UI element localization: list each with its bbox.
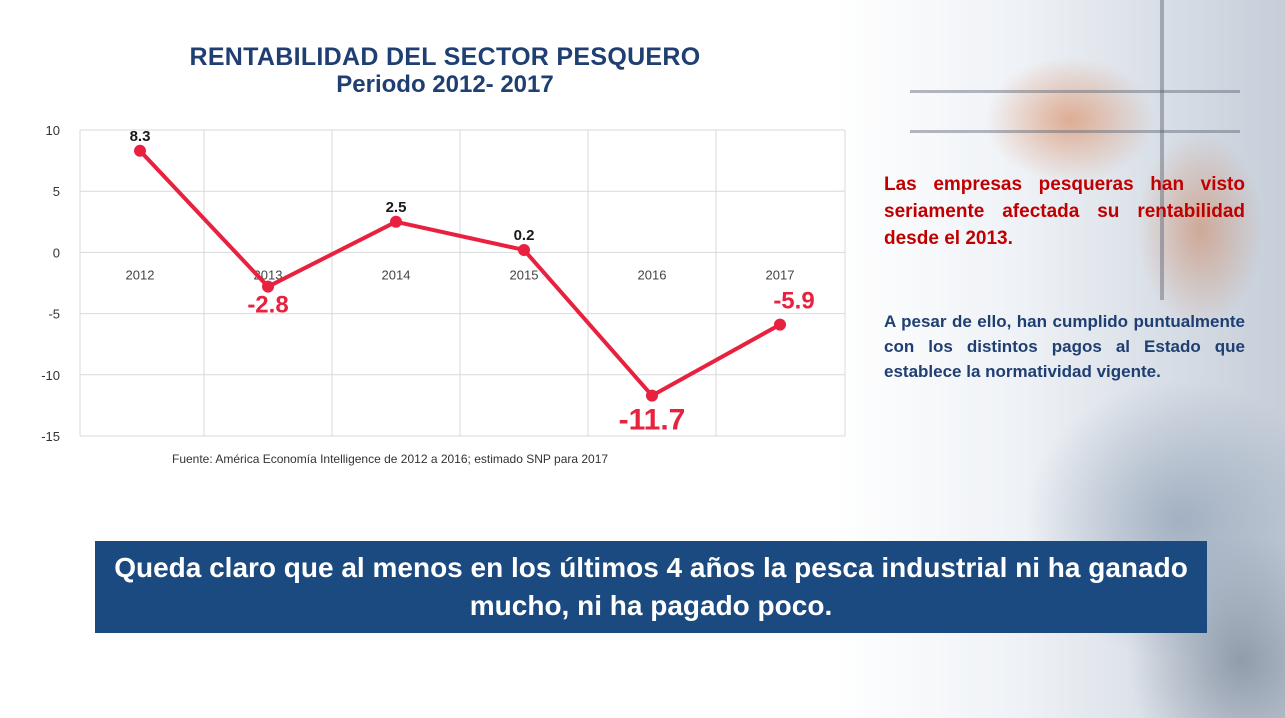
series-line bbox=[138, 149, 781, 398]
y-tick-label: -15 bbox=[41, 429, 60, 444]
title-line-2: Periodo 2012- 2017 bbox=[336, 71, 554, 98]
x-tick-label: 2014 bbox=[382, 267, 411, 282]
data-label: 2.5 bbox=[386, 199, 407, 216]
y-tick-label: -5 bbox=[48, 307, 60, 322]
title-line-1: RENTABILIDAD DEL SECTOR PESQUERO bbox=[189, 43, 701, 71]
data-label: -5.9 bbox=[773, 288, 814, 315]
side-note-red: Las empresas pesqueras han visto seriame… bbox=[884, 174, 1245, 249]
chart-title: RENTABILIDAD DEL SECTOR PESQUERO Periodo… bbox=[140, 43, 750, 99]
data-label: -2.8 bbox=[247, 292, 288, 319]
y-tick-label: 0 bbox=[53, 245, 60, 260]
data-point bbox=[774, 318, 786, 331]
data-point bbox=[646, 389, 658, 402]
x-tick-label: 2012 bbox=[126, 267, 155, 282]
x-tick-label: 2015 bbox=[510, 267, 539, 282]
data-point bbox=[262, 280, 274, 293]
data-point bbox=[518, 243, 530, 256]
data-label: 0.2 bbox=[514, 227, 535, 244]
banner-text: Queda claro que al menos en los últimos … bbox=[114, 552, 1188, 621]
data-point bbox=[390, 215, 402, 228]
conclusion-banner: Queda claro que al menos en los últimos … bbox=[95, 541, 1207, 633]
y-tick-label: -10 bbox=[41, 368, 60, 383]
railing-bar bbox=[910, 130, 1240, 133]
y-tick-label: 10 bbox=[46, 123, 60, 138]
side-note-blue: A pesar de ello, han cumplido puntualmen… bbox=[884, 312, 1245, 381]
data-label: 8.3 bbox=[130, 128, 151, 145]
rope bbox=[1160, 0, 1164, 300]
chart-source: Fuente: América Economía Intelligence de… bbox=[172, 452, 609, 466]
railing-bar bbox=[910, 90, 1240, 93]
x-tick-label: 2016 bbox=[638, 267, 667, 282]
y-tick-label: 5 bbox=[53, 184, 60, 199]
data-label: -11.7 bbox=[619, 404, 686, 437]
data-point bbox=[134, 144, 146, 157]
x-tick-label: 2017 bbox=[766, 267, 795, 282]
